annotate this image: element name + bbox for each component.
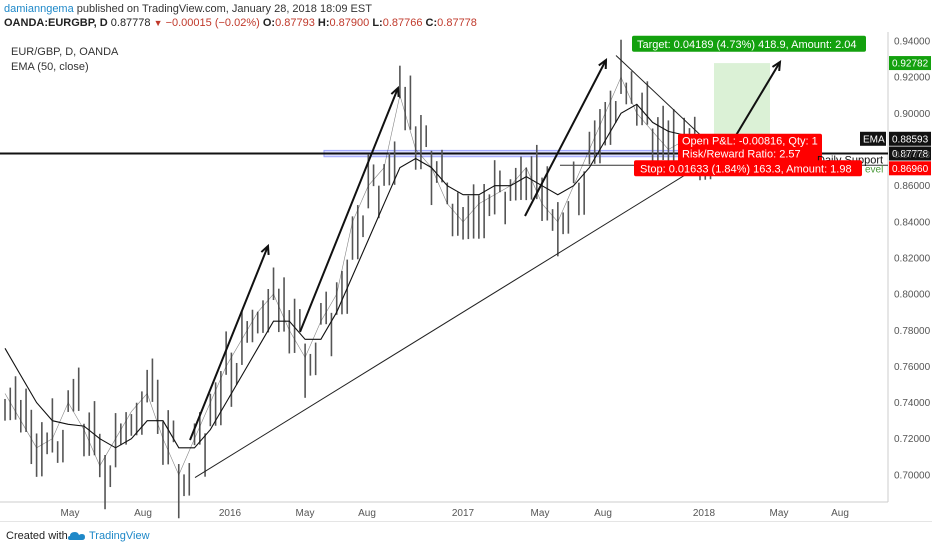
stop-annotation: Stop: 0.01633 (1.84%) 163.3, Amount: 1.9… <box>640 163 852 175</box>
y-tick-label: 0.74000 <box>894 398 931 409</box>
open-value: 0.87793 <box>275 17 315 29</box>
ema-badge-label: EMA <box>863 134 885 145</box>
impulse-arrow-2 <box>299 87 399 333</box>
high-value: 0.87900 <box>329 17 370 29</box>
tradingview-logo[interactable]: TradingView <box>68 530 150 542</box>
footer: Created with TradingView <box>0 521 932 551</box>
x-tick-label: 2016 <box>219 508 242 519</box>
stop-badge-bg <box>634 160 862 177</box>
x-tick-label: Aug <box>594 508 612 519</box>
price-change: −0.00015 (−0.02%) <box>165 17 260 29</box>
author-link[interactable]: damianngema <box>4 3 74 15</box>
y-tick-label: 0.87713 <box>894 150 931 161</box>
price-badge-label: 0.87778 <box>892 149 929 160</box>
tradingview-brand: TradingView <box>89 530 150 542</box>
impulse-arrow-3 <box>524 59 607 217</box>
price-badge-label: 0.88593 <box>892 134 929 145</box>
y-tick-label: 0.94000 <box>894 37 931 48</box>
target-annotation: Target: 0.04189 (4.73%) 418.9, Amount: 2… <box>637 39 857 51</box>
y-tick-label: 0.78000 <box>894 326 931 337</box>
price-badge-bg <box>889 161 931 176</box>
risk-reward-annotation: Risk/Reward Ratio: 2.57 <box>682 149 801 161</box>
projection-arrow-head <box>771 60 782 72</box>
y-tick-label: 0.92000 <box>894 73 931 84</box>
ohlc-line: OANDA:EURGBP, D 0.87778 ▼ −0.00015 (−0.0… <box>4 17 477 29</box>
x-tick-label: 2017 <box>452 508 475 519</box>
y-tick-label: 0.72000 <box>894 434 931 445</box>
y-tick-label: 0.80000 <box>894 290 931 301</box>
impulse-arrow-1-head <box>260 243 270 256</box>
target-badge-bg <box>632 35 866 52</box>
ema-badge-bg <box>860 131 886 146</box>
x-tick-label: 2018 <box>693 508 716 519</box>
legend-symbol: EUR/GBP, D, OANDA <box>11 46 119 58</box>
last-price: 0.87778 <box>110 17 151 29</box>
legend-indicator: EMA (50, close) <box>11 61 89 73</box>
x-tick-label: May <box>531 508 550 519</box>
price-badge-label: 0.92782 <box>892 59 929 70</box>
ascending-trendline <box>194 153 721 479</box>
y-tick-label: 0.70000 <box>894 470 931 481</box>
open-pl-badge-bg <box>678 133 822 164</box>
level-label-fragment: evel <box>865 164 883 175</box>
price-badge-bg <box>889 146 931 161</box>
impulse-arrow-2-head <box>390 85 400 98</box>
x-tick-label: May <box>296 508 315 519</box>
impulse-arrow-1 <box>189 245 269 441</box>
ema-series-line <box>4 103 701 449</box>
y-tick-label: 0.84000 <box>894 217 931 228</box>
impulse-arrow-3-head <box>598 57 608 70</box>
low-value: 0.87766 <box>382 17 423 29</box>
publish-header: damianngema published on TradingView.com… <box>0 0 932 32</box>
y-tick-label: 0.76000 <box>894 362 931 373</box>
down-arrow-icon: ▼ <box>153 18 163 28</box>
x-tick-label: Aug <box>358 508 376 519</box>
x-tick-label: Aug <box>134 508 152 519</box>
price-badge-bg <box>889 56 931 71</box>
x-tick-label: Aug <box>831 508 849 519</box>
open-label: O: <box>262 17 276 29</box>
published-text: published on TradingView.com, January 28… <box>76 3 372 15</box>
symbol-label: OANDA:EURGBP, D <box>4 17 108 29</box>
open-pl-annotation: Open P&L: -0.00816, Qty: 1 <box>682 136 818 148</box>
chart-legend: EUR/GBP, D, OANDA EMA (50, close) <box>11 45 118 75</box>
publish-line: damianngema published on TradingView.com… <box>4 3 372 15</box>
y-tick-label: 0.90000 <box>894 109 931 120</box>
x-tick-label: May <box>61 508 80 519</box>
close-value: 0.87778 <box>437 17 477 29</box>
low-label: L: <box>372 17 383 29</box>
tradingview-cloud-icon <box>68 532 85 541</box>
y-tick-label: 0.82000 <box>894 253 931 264</box>
created-with-text: Created with <box>6 530 68 542</box>
y-tick-label: 0.86000 <box>894 181 931 192</box>
high-label: H: <box>317 17 330 29</box>
price-chart[interactable]: May Aug 2016 May Aug 2017 May Aug 2018 May Aug 0.94… <box>0 32 932 521</box>
price-badge-label: 0.86960 <box>892 164 929 175</box>
x-tick-label: May <box>770 508 789 519</box>
price-series-line <box>4 76 701 476</box>
close-label: C: <box>425 17 438 29</box>
price-badge-bg <box>889 131 931 146</box>
